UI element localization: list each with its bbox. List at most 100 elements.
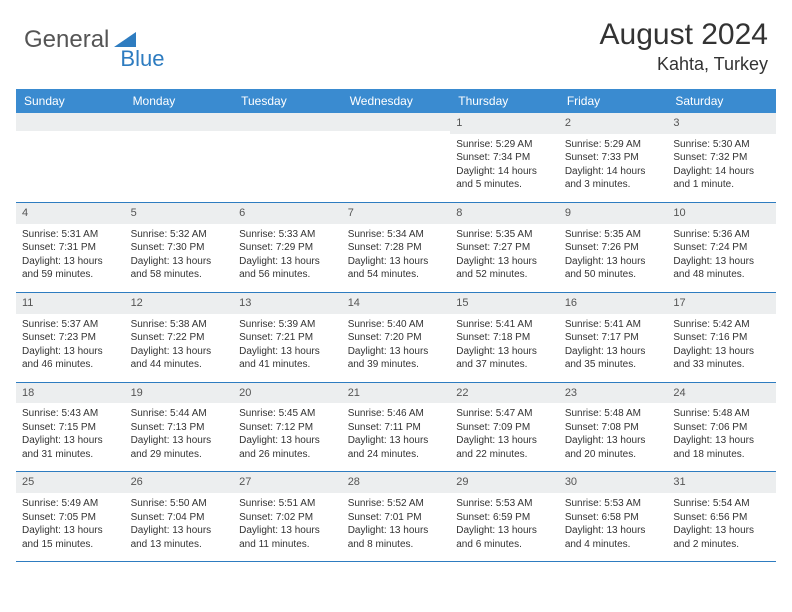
day-body: Sunrise: 5:53 AMSunset: 6:59 PMDaylight:…: [450, 493, 559, 561]
day-body: Sunrise: 5:50 AMSunset: 7:04 PMDaylight:…: [125, 493, 234, 561]
day-body: Sunrise: 5:47 AMSunset: 7:09 PMDaylight:…: [450, 403, 559, 471]
day-body: Sunrise: 5:29 AMSunset: 7:33 PMDaylight:…: [559, 134, 668, 202]
sunset-line: Sunset: 7:11 PM: [348, 421, 445, 435]
sunrise-line: Sunrise: 5:50 AM: [131, 497, 228, 511]
weekday-header: Friday: [559, 89, 668, 113]
sunset-line: Sunset: 7:21 PM: [239, 331, 336, 345]
sunrise-line: Sunrise: 5:45 AM: [239, 407, 336, 421]
day-number: 9: [559, 203, 668, 224]
sunrise-line: Sunrise: 5:35 AM: [565, 228, 662, 242]
sunset-line: Sunset: 6:58 PM: [565, 511, 662, 525]
day-body: Sunrise: 5:40 AMSunset: 7:20 PMDaylight:…: [342, 314, 451, 382]
logo-text-general: General: [24, 26, 109, 54]
sunset-line: Sunset: 7:22 PM: [131, 331, 228, 345]
sunrise-line: Sunrise: 5:51 AM: [239, 497, 336, 511]
calendar-day: 3Sunrise: 5:30 AMSunset: 7:32 PMDaylight…: [667, 113, 776, 202]
sunset-line: Sunset: 7:18 PM: [456, 331, 553, 345]
calendar-day: 27Sunrise: 5:51 AMSunset: 7:02 PMDayligh…: [233, 472, 342, 562]
sunrise-line: Sunrise: 5:41 AM: [565, 318, 662, 332]
day-body: [16, 131, 125, 193]
day-body: [342, 131, 451, 193]
sunrise-line: Sunrise: 5:52 AM: [348, 497, 445, 511]
header: General Blue August 2024 Kahta, Turkey: [0, 0, 792, 83]
calendar-day: 12Sunrise: 5:38 AMSunset: 7:22 PMDayligh…: [125, 292, 234, 382]
sunrise-line: Sunrise: 5:39 AM: [239, 318, 336, 332]
calendar-day: 7Sunrise: 5:34 AMSunset: 7:28 PMDaylight…: [342, 202, 451, 292]
calendar-day: 26Sunrise: 5:50 AMSunset: 7:04 PMDayligh…: [125, 472, 234, 562]
daylight-line: Daylight: 13 hours and 52 minutes.: [456, 255, 553, 282]
weekday-header-row: SundayMondayTuesdayWednesdayThursdayFrid…: [16, 89, 776, 113]
day-body: Sunrise: 5:36 AMSunset: 7:24 PMDaylight:…: [667, 224, 776, 292]
title-block: August 2024 Kahta, Turkey: [600, 18, 768, 75]
sunrise-line: Sunrise: 5:35 AM: [456, 228, 553, 242]
day-body: Sunrise: 5:33 AMSunset: 7:29 PMDaylight:…: [233, 224, 342, 292]
calendar-day: 6Sunrise: 5:33 AMSunset: 7:29 PMDaylight…: [233, 202, 342, 292]
daylight-line: Daylight: 13 hours and 2 minutes.: [673, 524, 770, 551]
calendar-day: 24Sunrise: 5:48 AMSunset: 7:06 PMDayligh…: [667, 382, 776, 472]
daylight-line: Daylight: 13 hours and 22 minutes.: [456, 434, 553, 461]
sunset-line: Sunset: 7:34 PM: [456, 151, 553, 165]
day-body: Sunrise: 5:31 AMSunset: 7:31 PMDaylight:…: [16, 224, 125, 292]
day-number: 1: [450, 113, 559, 134]
sunrise-line: Sunrise: 5:29 AM: [565, 138, 662, 152]
day-number: 21: [342, 383, 451, 404]
sunset-line: Sunset: 7:27 PM: [456, 241, 553, 255]
sunrise-line: Sunrise: 5:33 AM: [239, 228, 336, 242]
sunrise-line: Sunrise: 5:41 AM: [456, 318, 553, 332]
day-number: 3: [667, 113, 776, 134]
daylight-line: Daylight: 13 hours and 11 minutes.: [239, 524, 336, 551]
sunset-line: Sunset: 7:30 PM: [131, 241, 228, 255]
daylight-line: Daylight: 13 hours and 56 minutes.: [239, 255, 336, 282]
day-number: 2: [559, 113, 668, 134]
daylight-line: Daylight: 13 hours and 46 minutes.: [22, 345, 119, 372]
calendar-day: 19Sunrise: 5:44 AMSunset: 7:13 PMDayligh…: [125, 382, 234, 472]
daylight-line: Daylight: 13 hours and 4 minutes.: [565, 524, 662, 551]
calendar-day: 20Sunrise: 5:45 AMSunset: 7:12 PMDayligh…: [233, 382, 342, 472]
daylight-line: Daylight: 13 hours and 15 minutes.: [22, 524, 119, 551]
weekday-header: Wednesday: [342, 89, 451, 113]
day-number: 22: [450, 383, 559, 404]
day-number: 4: [16, 203, 125, 224]
sunrise-line: Sunrise: 5:31 AM: [22, 228, 119, 242]
sunset-line: Sunset: 7:28 PM: [348, 241, 445, 255]
day-number: [125, 113, 234, 131]
day-number: 29: [450, 472, 559, 493]
daylight-line: Daylight: 13 hours and 50 minutes.: [565, 255, 662, 282]
daylight-line: Daylight: 13 hours and 8 minutes.: [348, 524, 445, 551]
sunset-line: Sunset: 7:29 PM: [239, 241, 336, 255]
calendar-table: SundayMondayTuesdayWednesdayThursdayFrid…: [16, 89, 776, 562]
sunrise-line: Sunrise: 5:53 AM: [565, 497, 662, 511]
sunrise-line: Sunrise: 5:54 AM: [673, 497, 770, 511]
day-body: Sunrise: 5:41 AMSunset: 7:17 PMDaylight:…: [559, 314, 668, 382]
day-number: 18: [16, 383, 125, 404]
sunrise-line: Sunrise: 5:48 AM: [565, 407, 662, 421]
day-number: 6: [233, 203, 342, 224]
day-number: 30: [559, 472, 668, 493]
day-number: 20: [233, 383, 342, 404]
day-number: [342, 113, 451, 131]
daylight-line: Daylight: 13 hours and 29 minutes.: [131, 434, 228, 461]
calendar-day: 8Sunrise: 5:35 AMSunset: 7:27 PMDaylight…: [450, 202, 559, 292]
sunset-line: Sunset: 7:20 PM: [348, 331, 445, 345]
sunrise-line: Sunrise: 5:53 AM: [456, 497, 553, 511]
sunrise-line: Sunrise: 5:49 AM: [22, 497, 119, 511]
calendar-row: 1Sunrise: 5:29 AMSunset: 7:34 PMDaylight…: [16, 113, 776, 202]
sunset-line: Sunset: 6:59 PM: [456, 511, 553, 525]
calendar-day: 11Sunrise: 5:37 AMSunset: 7:23 PMDayligh…: [16, 292, 125, 382]
calendar-empty: [342, 113, 451, 202]
day-number: 23: [559, 383, 668, 404]
sunset-line: Sunset: 7:26 PM: [565, 241, 662, 255]
sunrise-line: Sunrise: 5:48 AM: [673, 407, 770, 421]
calendar-day: 22Sunrise: 5:47 AMSunset: 7:09 PMDayligh…: [450, 382, 559, 472]
day-number: 31: [667, 472, 776, 493]
sunset-line: Sunset: 7:05 PM: [22, 511, 119, 525]
calendar-empty: [125, 113, 234, 202]
sunset-line: Sunset: 7:06 PM: [673, 421, 770, 435]
calendar-day: 17Sunrise: 5:42 AMSunset: 7:16 PMDayligh…: [667, 292, 776, 382]
calendar-day: 1Sunrise: 5:29 AMSunset: 7:34 PMDaylight…: [450, 113, 559, 202]
calendar-empty: [16, 113, 125, 202]
day-number: [16, 113, 125, 131]
day-body: Sunrise: 5:42 AMSunset: 7:16 PMDaylight:…: [667, 314, 776, 382]
day-body: Sunrise: 5:48 AMSunset: 7:08 PMDaylight:…: [559, 403, 668, 471]
sunrise-line: Sunrise: 5:36 AM: [673, 228, 770, 242]
